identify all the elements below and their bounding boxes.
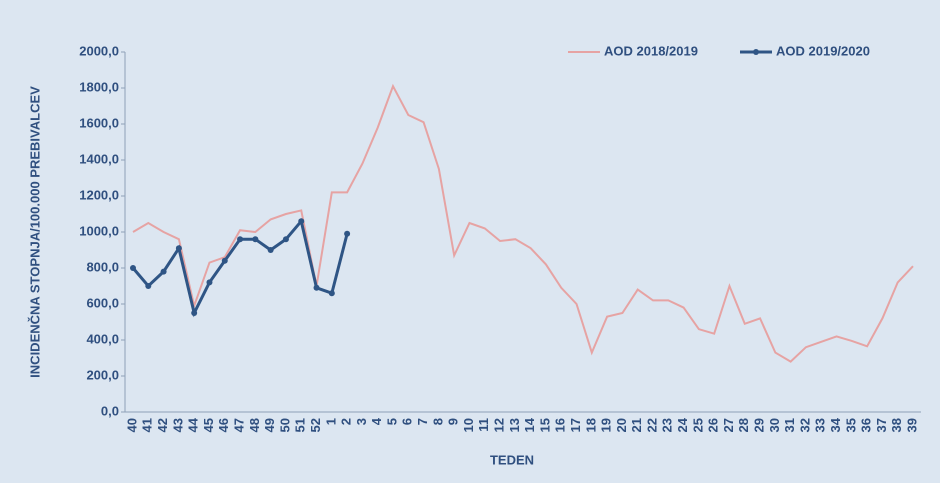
point: [160, 268, 167, 275]
x-tick-label: 17: [568, 418, 583, 432]
x-tick-label: 51: [293, 418, 308, 432]
x-tick-label: 8: [430, 418, 445, 425]
x-tick-label: 14: [522, 417, 537, 432]
point: [282, 236, 289, 243]
x-tick-label: 39: [904, 418, 919, 432]
x-tick-label: 50: [277, 418, 292, 432]
y-tick-label: 2000,0: [79, 43, 119, 58]
x-tick-label: 23: [660, 418, 675, 432]
point: [237, 236, 244, 243]
x-tick-label: 31: [782, 418, 797, 432]
x-tick-label: 25: [690, 418, 705, 432]
point: [267, 247, 274, 253]
x-tick-label: 13: [507, 418, 522, 432]
series-line: [131, 217, 349, 318]
x-tick-label: 10: [461, 418, 476, 432]
x-tick-label: 19: [599, 418, 614, 432]
x-tick-label: 2: [339, 418, 354, 425]
y-tick-label: 0,0: [101, 403, 119, 418]
legend-marker: [753, 49, 759, 55]
y-tick-label: 1200,0: [79, 187, 119, 202]
y-tick-label: 1000,0: [79, 223, 119, 238]
x-tick-label: 20: [614, 418, 629, 432]
point: [191, 310, 198, 316]
x-tick-label: 1: [323, 418, 338, 425]
x-tick-label: 16: [553, 418, 568, 432]
point: [313, 284, 320, 291]
x-tick-label: 32: [797, 418, 812, 432]
y-tick-label: 1400,0: [79, 151, 119, 166]
point: [328, 290, 335, 297]
x-tick-label: 38: [889, 418, 904, 432]
y-axis-label: INCIDENČNA STOPNJA/100.000 PREBIVALCEV: [27, 86, 42, 378]
x-tick-label: 12: [491, 418, 506, 432]
x-tick-label: 22: [644, 418, 659, 432]
x-tick-label: 29: [751, 418, 766, 432]
x-tick-label: 26: [706, 418, 721, 432]
point: [206, 279, 213, 286]
point: [175, 245, 182, 252]
x-tick-label: 21: [629, 418, 644, 432]
x-tick-label: 9: [446, 418, 461, 425]
y-tick-label: 800,0: [86, 259, 119, 274]
x-tick-label: 37: [874, 418, 889, 432]
point: [130, 265, 136, 271]
x-tick-label: 6: [400, 418, 415, 425]
x-tick-label: 52: [308, 418, 323, 432]
x-tick-label: 48: [247, 418, 262, 432]
x-tick-label: 30: [767, 418, 782, 432]
x-tick-label: 7: [415, 418, 430, 425]
point: [252, 236, 259, 243]
x-tick-label: 36: [859, 418, 874, 432]
y-tick-label: 400,0: [86, 331, 119, 346]
y-tick-label: 600,0: [86, 295, 119, 310]
x-tick-label: 27: [721, 418, 736, 432]
point: [344, 230, 351, 237]
y-tick-label: 200,0: [86, 367, 119, 382]
x-tick-label: 41: [140, 418, 155, 432]
x-tick-label: 3: [354, 418, 369, 425]
legend-label: AOD 2018/2019: [604, 43, 698, 58]
x-tick-label: 42: [155, 418, 170, 432]
x-tick-label: 5: [384, 418, 399, 425]
x-axis-label: TEDEN: [490, 452, 534, 467]
x-tick-label: 4: [369, 417, 384, 425]
point: [145, 283, 152, 289]
y-tick-label: 1600,0: [79, 115, 119, 130]
legend-label: AOD 2019/2020: [776, 43, 870, 58]
x-tick-label: 33: [813, 418, 828, 432]
x-tick-label: 44: [186, 417, 201, 432]
y-tick-label: 1800,0: [79, 79, 119, 94]
x-tick-label: 24: [675, 417, 690, 432]
x-tick-label: 11: [476, 418, 491, 432]
x-tick-label: 46: [216, 418, 231, 432]
x-tick-label: 18: [583, 418, 598, 432]
point: [221, 257, 228, 264]
x-tick-label: 47: [231, 418, 246, 432]
x-tick-label: 35: [843, 418, 858, 432]
point: [298, 218, 305, 225]
x-tick-label: 45: [201, 418, 216, 432]
x-tick-label: 34: [828, 417, 843, 432]
x-tick-label: 49: [262, 418, 277, 432]
x-tick-label: 43: [170, 418, 185, 432]
x-tick-label: 28: [736, 418, 751, 432]
series-line: [132, 83, 914, 363]
x-tick-label: 40: [124, 418, 139, 432]
x-tick-label: 15: [537, 418, 552, 432]
